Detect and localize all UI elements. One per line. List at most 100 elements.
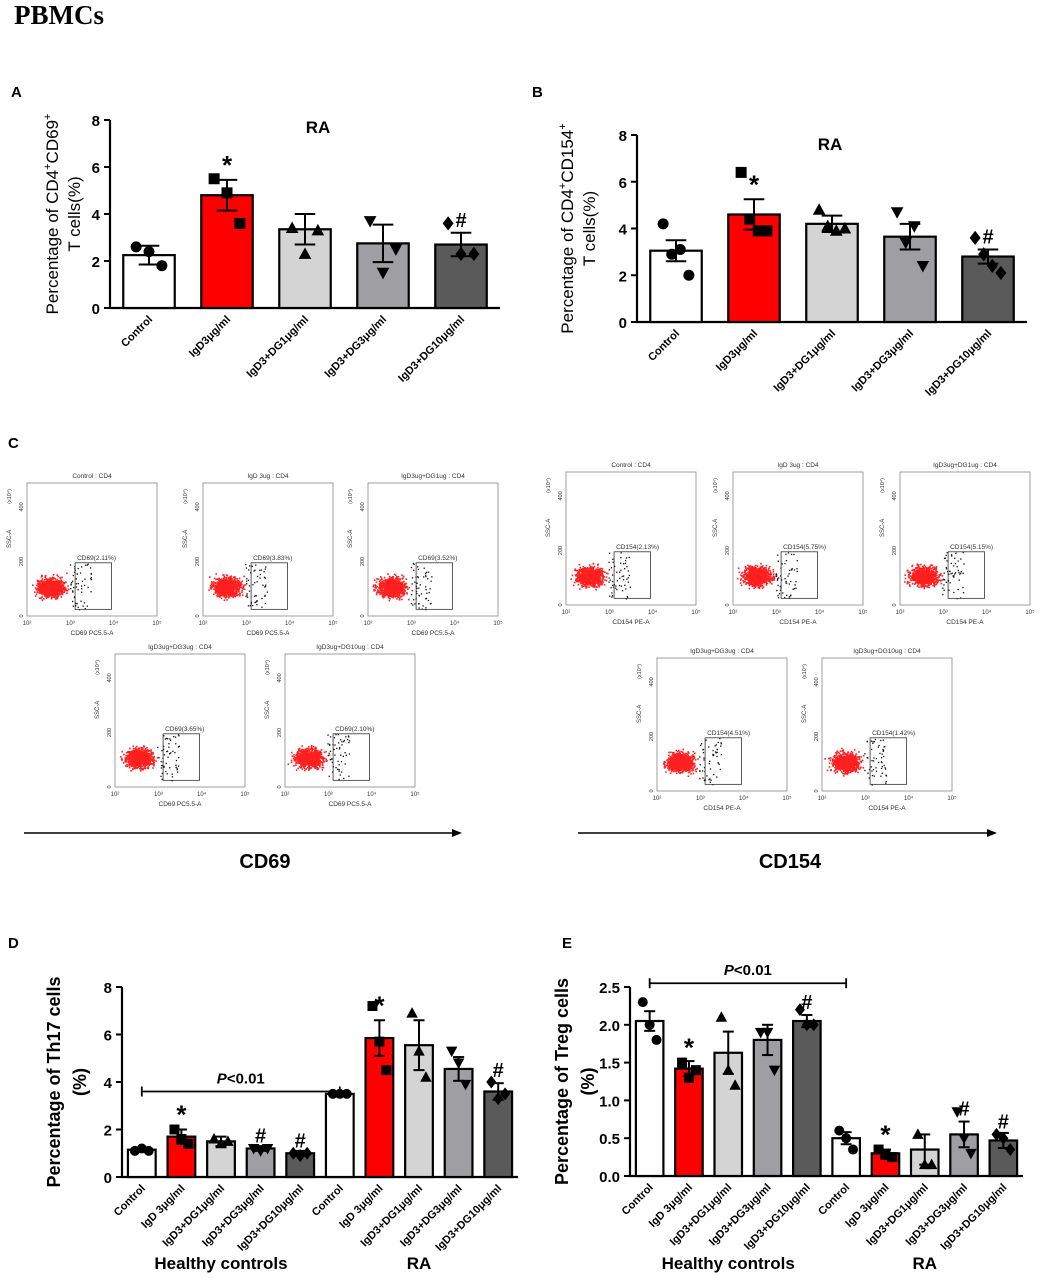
event-dot [44, 575, 47, 578]
event-dot [46, 579, 49, 582]
event-dot [129, 751, 132, 754]
gated-event-dot [427, 599, 430, 602]
event-dot [56, 591, 59, 594]
y-tick-label: 4 [619, 222, 628, 239]
event-dot [380, 588, 383, 591]
event-dot [296, 757, 298, 760]
event-dot [300, 765, 303, 767]
event-dot [234, 593, 237, 595]
event-dot [149, 763, 151, 766]
y-tick-label: 0 [619, 315, 627, 332]
event-dot [308, 753, 311, 756]
event-dot [218, 588, 220, 591]
event-dot [222, 592, 224, 595]
event-dot [54, 584, 57, 587]
gated-event-dot [245, 595, 247, 598]
event-dot [374, 584, 377, 586]
event-dot [295, 764, 297, 766]
event-dot [298, 756, 300, 759]
data-point [752, 225, 764, 237]
event-dot [313, 763, 316, 766]
event-dot [147, 754, 149, 757]
gated-event-dot [86, 605, 88, 607]
event-dot [385, 593, 388, 596]
event-dot [311, 765, 314, 768]
gated-event-dot [264, 577, 266, 579]
event-dot [224, 597, 227, 599]
event-dot [231, 585, 234, 588]
event-dot [227, 590, 230, 593]
event-dot [217, 590, 219, 592]
gated-event-dot [171, 776, 174, 778]
event-dot [395, 575, 398, 578]
gated-event-dot [171, 773, 173, 775]
gated-event-dot [264, 594, 266, 597]
flow-y-tick: 200 [277, 728, 283, 737]
event-dot [223, 589, 225, 591]
event-dot [42, 586, 45, 589]
event-dot [391, 581, 394, 583]
event-dot [227, 584, 229, 587]
event-dot [138, 761, 141, 764]
gated-event-dot [249, 604, 252, 607]
event-dot [120, 757, 123, 760]
y-tick-label: 8 [619, 128, 627, 145]
data-point [916, 260, 930, 273]
event-dot [374, 589, 376, 591]
y-axis-label: Percentage of CD4+CD69+ [42, 114, 62, 315]
gated-event-dot [248, 590, 251, 592]
gated-event-dot [246, 594, 248, 596]
data-point [674, 244, 686, 256]
gated-event-dot [253, 570, 255, 572]
event-dot [242, 586, 244, 588]
event-dot [407, 588, 409, 590]
data-point [761, 225, 773, 237]
event-dot [241, 591, 243, 594]
gated-event-dot [83, 584, 86, 586]
event-dot [56, 587, 58, 589]
event-dot [47, 596, 50, 598]
event-dot [395, 578, 397, 580]
bar [200, 194, 254, 310]
panel-label-e: E [562, 935, 573, 952]
event-dot [128, 759, 130, 761]
event-dot [220, 582, 222, 585]
event-dot [39, 592, 41, 594]
event-dot [243, 575, 245, 578]
event-dot [62, 581, 64, 584]
event-dot [310, 764, 312, 766]
event-dot [229, 586, 232, 588]
event-dot [41, 590, 44, 593]
event-dot [306, 752, 309, 755]
gated-event-dot [70, 583, 72, 585]
event-dot [381, 577, 383, 580]
flow-y-tick: 0 [195, 614, 201, 617]
event-dot [54, 589, 57, 591]
event-dot [133, 766, 135, 769]
event-dot [389, 580, 391, 583]
event-dot [45, 588, 47, 591]
event-dot [314, 767, 316, 770]
y-tick-label: 2 [92, 254, 100, 271]
event-dot [384, 579, 387, 582]
gate-label: CD69(3.65%) [165, 726, 204, 733]
event-dot [233, 581, 236, 584]
event-dot [223, 581, 225, 584]
event-dot [293, 765, 295, 767]
event-dot [239, 583, 242, 585]
gated-event-dot [345, 736, 347, 738]
event-dot [393, 573, 396, 576]
event-dot [400, 583, 403, 585]
event-dot [233, 576, 236, 578]
flow-x-tick: 10² [562, 610, 571, 616]
event-dot [131, 763, 134, 766]
event-dot [319, 763, 321, 765]
event-dot [405, 585, 407, 588]
gated-event-dot [412, 604, 414, 606]
event-dot [235, 580, 238, 583]
bar [649, 249, 703, 324]
event-dot [230, 589, 233, 591]
gated-event-dot [76, 573, 78, 575]
gated-event-dot [87, 563, 89, 565]
